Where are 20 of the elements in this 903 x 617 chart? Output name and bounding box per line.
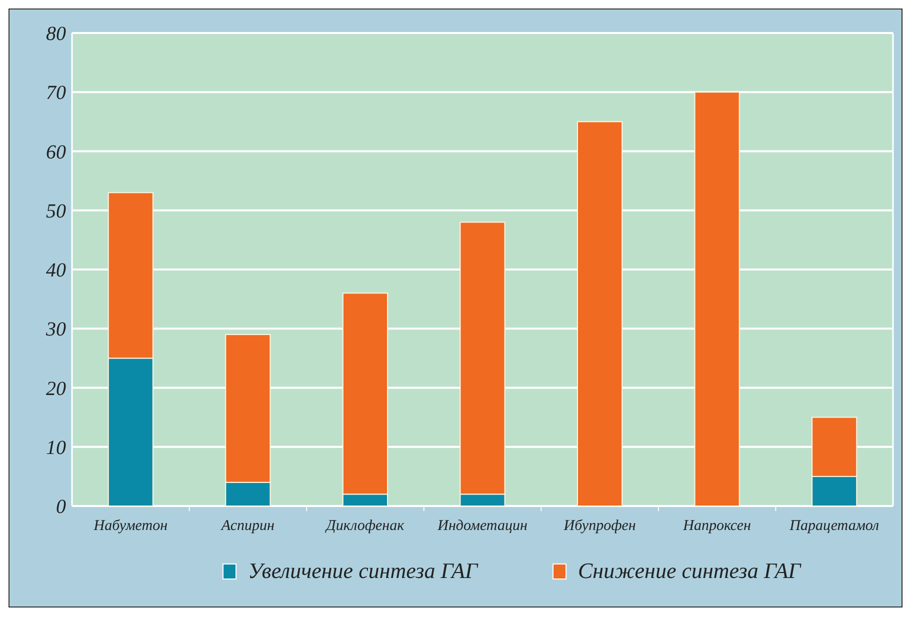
legend-label: Снижение синтеза ГАГ <box>578 558 802 583</box>
x-tick-label: Набуметон <box>92 518 168 534</box>
y-tick-label: 0 <box>56 496 66 518</box>
x-tick-label: Аспирин <box>220 518 274 534</box>
legend-label: Увеличение синтеза ГАГ <box>248 558 479 583</box>
y-tick-label: 20 <box>46 378 66 400</box>
x-tick-label: Диклофенак <box>324 518 406 534</box>
y-tick-label: 80 <box>46 23 66 45</box>
bar <box>577 121 623 506</box>
x-tick-label: Парацетамол <box>788 518 880 534</box>
x-tick-label: Ибупрофен <box>562 518 636 534</box>
y-tick-label: 60 <box>46 141 66 164</box>
y-tick-label: 40 <box>46 260 66 282</box>
y-tick-label: 30 <box>45 318 66 341</box>
x-tick-label: Напроксен <box>682 518 751 534</box>
bar <box>694 92 740 506</box>
y-tick-label: 70 <box>46 82 66 104</box>
y-tick-label: 50 <box>46 200 66 222</box>
y-tick-label: 10 <box>46 436 66 459</box>
x-tick-label: Индометацин <box>436 518 528 534</box>
